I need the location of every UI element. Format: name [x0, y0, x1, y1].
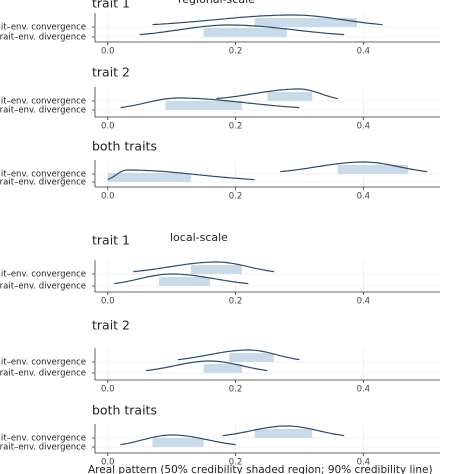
ci50-region [203, 364, 242, 373]
y-tick-label: trait–env. convergence [0, 434, 86, 444]
x-tick-label: 0.0 [101, 192, 115, 202]
x-tick-label: 0.2 [229, 192, 243, 202]
y-tick-label: trait–env. convergence [0, 358, 86, 368]
ci50-region [337, 165, 409, 174]
x-tick-label: 0.4 [357, 122, 371, 132]
panel-title: trait 1 [92, 233, 130, 248]
panel-title: both traits [92, 139, 157, 154]
panel-title: trait 2 [92, 65, 130, 80]
ci50-region [152, 438, 204, 447]
density-line [120, 434, 236, 446]
density-line [133, 261, 274, 273]
x-tick-label: 0.0 [101, 385, 115, 395]
annotation: local-scale [170, 231, 228, 244]
y-tick-label: trait–env. divergence [0, 282, 86, 292]
ci50-region [190, 265, 242, 274]
panel-title: trait 1 [92, 0, 130, 11]
caption: Areal pattern (50% credibility shaded re… [88, 464, 433, 474]
density-line [222, 425, 345, 437]
x-tick-label: 0.4 [357, 385, 371, 395]
x-tick-label: 0.2 [229, 385, 243, 395]
x-tick-label: 0.4 [357, 192, 371, 202]
x-tick-label: 0.0 [101, 297, 115, 307]
y-tick-label: trait–env. divergence [0, 178, 86, 188]
x-tick-label: 0.0 [101, 47, 115, 57]
x-tick-label: 0.2 [229, 297, 243, 307]
density-line [146, 360, 268, 372]
x-tick-label: 0.0 [101, 458, 115, 468]
y-tick-label: trait–env. convergence [0, 170, 86, 180]
density-line [152, 14, 383, 26]
density-line [120, 97, 300, 109]
x-tick-label: 0.4 [357, 47, 371, 57]
density-line [216, 88, 338, 100]
density-line [114, 273, 249, 285]
y-tick-label: trait–env. convergence [0, 270, 86, 280]
ci50-region [203, 28, 287, 37]
density-line [107, 169, 255, 181]
density-line [178, 349, 300, 361]
density-line [280, 161, 428, 173]
panel-title: both traits [92, 403, 157, 418]
y-tick-label: trait–env. convergence [0, 23, 86, 33]
y-tick-label: trait–env. divergence [0, 33, 86, 43]
y-tick-label: trait–env. divergence [0, 369, 86, 379]
y-tick-label: trait–env. divergence [0, 443, 86, 453]
density-line [139, 24, 345, 36]
ci50-region [107, 173, 191, 182]
annotation: regional-scale [178, 0, 255, 6]
y-tick-label: trait–env. convergence [0, 97, 86, 107]
y-tick-label: trait–env. divergence [0, 106, 86, 116]
x-tick-label: 0.2 [229, 47, 243, 57]
ci50-region [254, 18, 357, 27]
ci50-region [165, 101, 242, 110]
x-tick-label: 0.4 [357, 297, 371, 307]
ci50-region [158, 277, 210, 286]
ci50-region [267, 92, 313, 101]
ci50-region [229, 353, 274, 362]
x-tick-label: 0.4 [357, 458, 371, 468]
x-tick-label: 0.0 [101, 122, 115, 132]
x-tick-label: 0.2 [229, 122, 243, 132]
ci50-region [254, 429, 313, 438]
panel-title: trait 2 [92, 318, 130, 333]
x-tick-label: 0.2 [229, 458, 243, 468]
